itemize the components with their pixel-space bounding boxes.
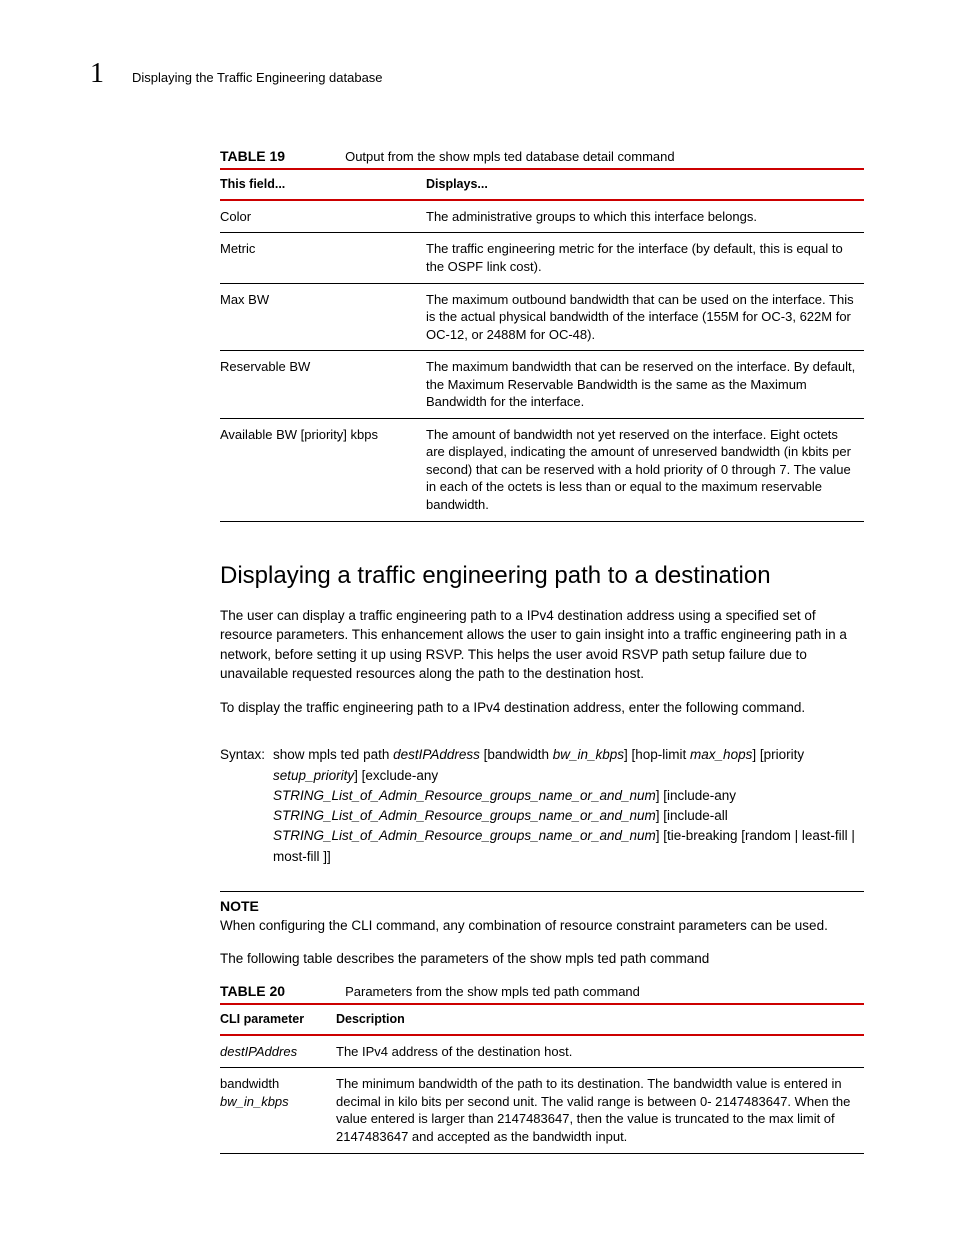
t19-r2c1: The maximum outbound bandwidth that can … (426, 283, 864, 351)
syntax-label: Syntax: (220, 745, 265, 867)
syn-seg-italic: STRING_List_of_Admin_Resource_groups_nam… (273, 828, 656, 843)
syntax-block: Syntax: show mpls ted path destIPAddress… (220, 745, 864, 867)
syn-seg: show mpls ted path (273, 747, 393, 762)
t20-r0c0-italic: destIPAddres (220, 1044, 297, 1059)
table20-label: TABLE 20 (220, 983, 285, 999)
page: 1 Displaying the Traffic Engineering dat… (0, 0, 954, 1235)
table19: This field... Displays... Color The admi… (220, 170, 864, 522)
table-row: Metric The traffic engineering metric fo… (220, 233, 864, 283)
syn-seg: ] [include-any (656, 788, 736, 803)
section-para1: The user can display a traffic engineeri… (220, 606, 864, 684)
syn-seg: ] [hop-limit (624, 747, 690, 762)
t20-r1c0-italic: bw_in_kbps (220, 1094, 289, 1109)
table-row: bandwidth bw_in_kbps The minimum bandwid… (220, 1068, 864, 1153)
t19-r0c1: The administrative groups to which this … (426, 200, 864, 233)
page-header: 1 Displaying the Traffic Engineering dat… (90, 58, 864, 90)
table20-col1: Description (336, 1005, 864, 1035)
section-heading: Displaying a traffic engineering path to… (220, 562, 864, 590)
table19-col1: Displays... (426, 170, 864, 200)
t20-r1c0-plain: bandwidth (220, 1076, 279, 1091)
syntax-text: show mpls ted path destIPAddress [bandwi… (273, 745, 864, 867)
para3: The following table describes the parame… (220, 949, 864, 969)
syn-seg: ] [priority (752, 747, 804, 762)
t20-r1c0: bandwidth bw_in_kbps (220, 1068, 336, 1153)
t19-r3c1: The maximum bandwidth that can be reserv… (426, 351, 864, 419)
table20-caption: Parameters from the show mpls ted path c… (345, 984, 640, 999)
chapter-number: 1 (90, 58, 104, 90)
note-heading: NOTE (220, 898, 864, 914)
syn-seg-italic: max_hops (690, 747, 752, 762)
table19-label: TABLE 19 (220, 148, 285, 164)
table-row: Reservable BW The maximum bandwidth that… (220, 351, 864, 419)
t20-r0c0: destIPAddres (220, 1035, 336, 1068)
table19-header: TABLE 19 Output from the show mpls ted d… (220, 148, 864, 170)
t19-r1c0: Metric (220, 233, 426, 283)
page-content: TABLE 19 Output from the show mpls ted d… (220, 148, 864, 1154)
syn-seg-italic: setup_priority (273, 768, 354, 783)
syn-seg-italic: STRING_List_of_Admin_Resource_groups_nam… (273, 808, 656, 823)
t19-r3c0: Reservable BW (220, 351, 426, 419)
syn-seg: ] [exclude-any (354, 768, 438, 783)
syn-seg: ] [include-all (656, 808, 728, 823)
note-body: When configuring the CLI command, any co… (220, 916, 864, 936)
table20: CLI parameter Description destIPAddres T… (220, 1005, 864, 1154)
table19-caption: Output from the show mpls ted database d… (345, 149, 675, 164)
running-title: Displaying the Traffic Engineering datab… (132, 70, 383, 85)
table-row: Max BW The maximum outbound bandwidth th… (220, 283, 864, 351)
t19-r2c0: Max BW (220, 283, 426, 351)
syn-seg-italic: STRING_List_of_Admin_Resource_groups_nam… (273, 788, 656, 803)
table19-col0: This field... (220, 170, 426, 200)
t19-r1c1: The traffic engineering metric for the i… (426, 233, 864, 283)
t20-r1c1: The minimum bandwidth of the path to its… (336, 1068, 864, 1153)
table-row: Available BW [priority] kbps The amount … (220, 418, 864, 521)
syn-seg-italic: bw_in_kbps (553, 747, 624, 762)
syn-seg-italic: destIPAddress (393, 747, 480, 762)
t19-r4c0: Available BW [priority] kbps (220, 418, 426, 521)
table-row: Color The administrative groups to which… (220, 200, 864, 233)
t19-r4c1: The amount of bandwidth not yet reserved… (426, 418, 864, 521)
table-row: destIPAddres The IPv4 address of the des… (220, 1035, 864, 1068)
section-para2: To display the traffic engineering path … (220, 698, 864, 718)
t20-r0c1: The IPv4 address of the destination host… (336, 1035, 864, 1068)
table20-col0: CLI parameter (220, 1005, 336, 1035)
table20-header: TABLE 20 Parameters from the show mpls t… (220, 983, 864, 1005)
syn-seg: [bandwidth (480, 747, 553, 762)
note-block: NOTE When configuring the CLI command, a… (220, 891, 864, 936)
t19-r0c0: Color (220, 200, 426, 233)
